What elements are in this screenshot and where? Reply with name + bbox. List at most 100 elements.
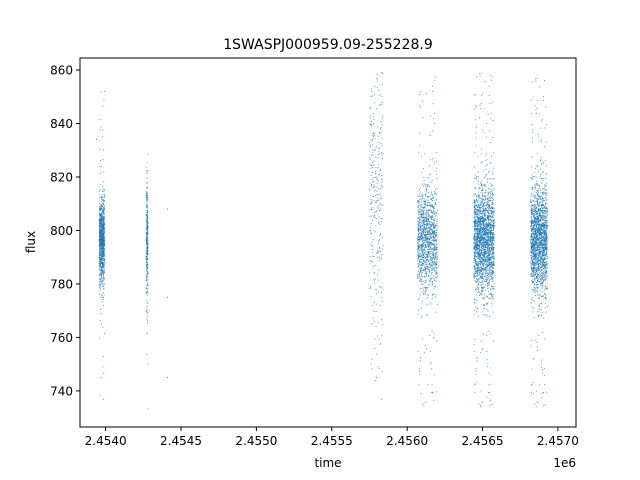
data-point bbox=[479, 225, 481, 227]
data-point bbox=[436, 234, 438, 236]
data-point bbox=[428, 264, 430, 266]
data-point bbox=[430, 228, 432, 230]
data-point bbox=[417, 271, 420, 273]
data-point bbox=[491, 255, 493, 257]
data-point bbox=[481, 194, 483, 196]
data-point bbox=[372, 166, 374, 168]
data-point bbox=[481, 277, 483, 279]
data-point bbox=[487, 363, 489, 365]
data-point bbox=[476, 281, 478, 283]
data-point bbox=[421, 232, 423, 234]
data-point bbox=[422, 116, 424, 118]
data-point bbox=[480, 251, 483, 253]
data-point bbox=[423, 200, 425, 202]
data-point bbox=[485, 255, 487, 257]
data-point bbox=[480, 293, 483, 295]
data-point bbox=[483, 267, 485, 269]
data-point bbox=[488, 284, 490, 286]
data-point bbox=[483, 263, 485, 265]
data-point bbox=[485, 202, 487, 204]
data-point bbox=[103, 100, 105, 102]
data-point bbox=[103, 228, 105, 231]
data-point bbox=[421, 278, 423, 281]
data-point bbox=[433, 267, 435, 269]
data-point bbox=[99, 256, 101, 258]
data-point bbox=[100, 236, 102, 238]
data-point bbox=[102, 270, 104, 272]
data-point bbox=[424, 206, 426, 208]
data-point bbox=[372, 112, 374, 114]
data-point bbox=[381, 371, 383, 373]
data-point bbox=[481, 284, 483, 286]
data-point bbox=[419, 213, 421, 216]
data-point bbox=[479, 197, 481, 199]
data-point bbox=[478, 243, 480, 246]
data-point bbox=[435, 239, 437, 241]
data-point bbox=[420, 254, 422, 256]
data-point bbox=[374, 85, 376, 87]
data-point bbox=[419, 370, 421, 372]
data-point bbox=[420, 208, 422, 210]
data-point bbox=[430, 258, 432, 260]
data-point bbox=[417, 205, 419, 208]
data-point bbox=[419, 221, 421, 223]
data-point bbox=[481, 161, 483, 163]
data-point bbox=[489, 141, 492, 144]
data-point bbox=[427, 231, 429, 233]
data-point bbox=[425, 272, 427, 274]
data-point bbox=[373, 282, 375, 284]
data-point bbox=[485, 199, 487, 201]
data-point bbox=[477, 193, 479, 195]
data-point bbox=[371, 88, 373, 90]
data-point bbox=[428, 243, 430, 245]
data-point bbox=[102, 240, 104, 242]
data-point bbox=[485, 227, 487, 229]
data-point bbox=[430, 277, 432, 279]
data-point bbox=[486, 203, 488, 205]
data-point bbox=[145, 257, 147, 259]
data-point bbox=[103, 222, 105, 225]
data-point bbox=[432, 220, 434, 222]
data-point bbox=[417, 275, 419, 277]
data-point bbox=[488, 273, 490, 276]
data-point bbox=[378, 104, 380, 106]
data-point bbox=[101, 229, 103, 231]
data-point bbox=[432, 230, 434, 232]
data-point bbox=[482, 204, 484, 206]
data-point bbox=[482, 347, 484, 349]
data-point bbox=[370, 164, 372, 166]
data-point bbox=[147, 294, 149, 297]
data-point bbox=[419, 237, 421, 239]
data-point bbox=[492, 273, 494, 275]
data-point bbox=[432, 90, 434, 92]
data-point bbox=[424, 262, 427, 264]
data-cluster-2 bbox=[145, 153, 149, 410]
data-point bbox=[373, 185, 375, 187]
data-point bbox=[474, 231, 476, 233]
data-point bbox=[101, 224, 103, 226]
data-point bbox=[481, 401, 483, 403]
data-point bbox=[98, 229, 100, 231]
data-point bbox=[486, 181, 488, 183]
data-point bbox=[375, 289, 377, 291]
data-point bbox=[428, 165, 431, 167]
data-point bbox=[489, 256, 491, 258]
data-point bbox=[145, 250, 147, 252]
data-point bbox=[426, 223, 428, 226]
data-point bbox=[490, 74, 492, 76]
data-point bbox=[379, 195, 381, 197]
data-point bbox=[475, 367, 477, 369]
data-point bbox=[430, 245, 432, 247]
data-point bbox=[103, 201, 105, 203]
data-point bbox=[489, 278, 491, 281]
data-point bbox=[380, 151, 383, 153]
data-point bbox=[102, 136, 104, 138]
data-point bbox=[436, 257, 438, 259]
data-point bbox=[418, 249, 421, 251]
data-point bbox=[417, 246, 419, 248]
data-point bbox=[372, 245, 374, 247]
data-point bbox=[432, 216, 434, 218]
data-point bbox=[102, 258, 104, 260]
data-point bbox=[425, 191, 427, 193]
data-point bbox=[425, 244, 427, 246]
